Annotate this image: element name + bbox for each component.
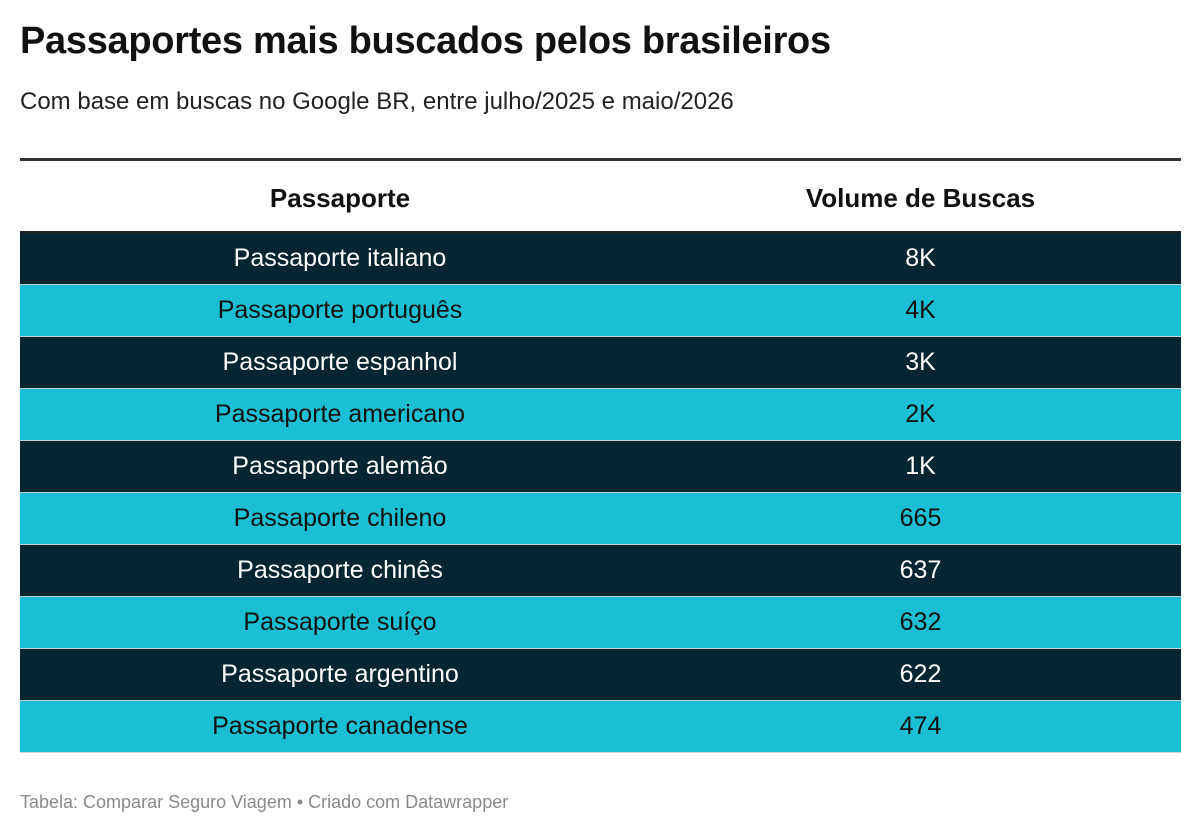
data-table-wrapper: Passaporte Volume de Buscas Passaporte i… xyxy=(20,158,1181,753)
cell-volume: 632 xyxy=(660,596,1181,649)
cell-volume: 3K xyxy=(660,336,1181,389)
chart-title: Passaportes mais buscados pelos brasilei… xyxy=(20,20,831,62)
cell-passaporte: Passaporte argentino xyxy=(20,648,660,701)
table-row: Passaporte suíço 632 xyxy=(20,596,1181,649)
cell-passaporte: Passaporte suíço xyxy=(20,596,660,649)
cell-volume: 474 xyxy=(660,700,1181,753)
cell-passaporte: Passaporte chinês xyxy=(20,544,660,597)
cell-passaporte: Passaporte italiano xyxy=(20,232,660,285)
table-row: Passaporte chileno 665 xyxy=(20,492,1181,545)
cell-volume: 2K xyxy=(660,388,1181,441)
table-row: Passaporte chinês 637 xyxy=(20,544,1181,597)
column-header-volume[interactable]: Volume de Buscas xyxy=(660,161,1181,233)
table-row: Passaporte americano 2K xyxy=(20,388,1181,441)
cell-volume: 637 xyxy=(660,544,1181,597)
data-table: Passaporte Volume de Buscas Passaporte i… xyxy=(20,161,1181,753)
cell-volume: 4K xyxy=(660,284,1181,337)
chart-subtitle: Com base em buscas no Google BR, entre j… xyxy=(20,88,734,115)
cell-passaporte: Passaporte português xyxy=(20,284,660,337)
cell-passaporte: Passaporte americano xyxy=(20,388,660,441)
cell-volume: 622 xyxy=(660,648,1181,701)
table-row: Passaporte alemão 1K xyxy=(20,440,1181,493)
cell-passaporte: Passaporte alemão xyxy=(20,440,660,493)
table-row: Passaporte argentino 622 xyxy=(20,648,1181,701)
table-row: Passaporte canadense 474 xyxy=(20,700,1181,753)
cell-passaporte: Passaporte chileno xyxy=(20,492,660,545)
table-row: Passaporte espanhol 3K xyxy=(20,336,1181,389)
cell-passaporte: Passaporte canadense xyxy=(20,700,660,753)
cell-volume: 8K xyxy=(660,232,1181,285)
cell-passaporte: Passaporte espanhol xyxy=(20,336,660,389)
table-header: Passaporte Volume de Buscas xyxy=(20,161,1181,233)
table-body: Passaporte italiano 8K Passaporte portuguê… xyxy=(20,232,1181,753)
column-header-passaporte[interactable]: Passaporte xyxy=(20,161,660,233)
cell-volume: 665 xyxy=(660,492,1181,545)
table-row: Passaporte italiano 8K xyxy=(20,232,1181,285)
source-footer: Tabela: Comparar Seguro Viagem • Criado … xyxy=(20,792,509,812)
table-header-row: Passaporte Volume de Buscas xyxy=(20,161,1181,233)
cell-volume: 1K xyxy=(660,440,1181,493)
table-row: Passaporte português 4K xyxy=(20,284,1181,337)
